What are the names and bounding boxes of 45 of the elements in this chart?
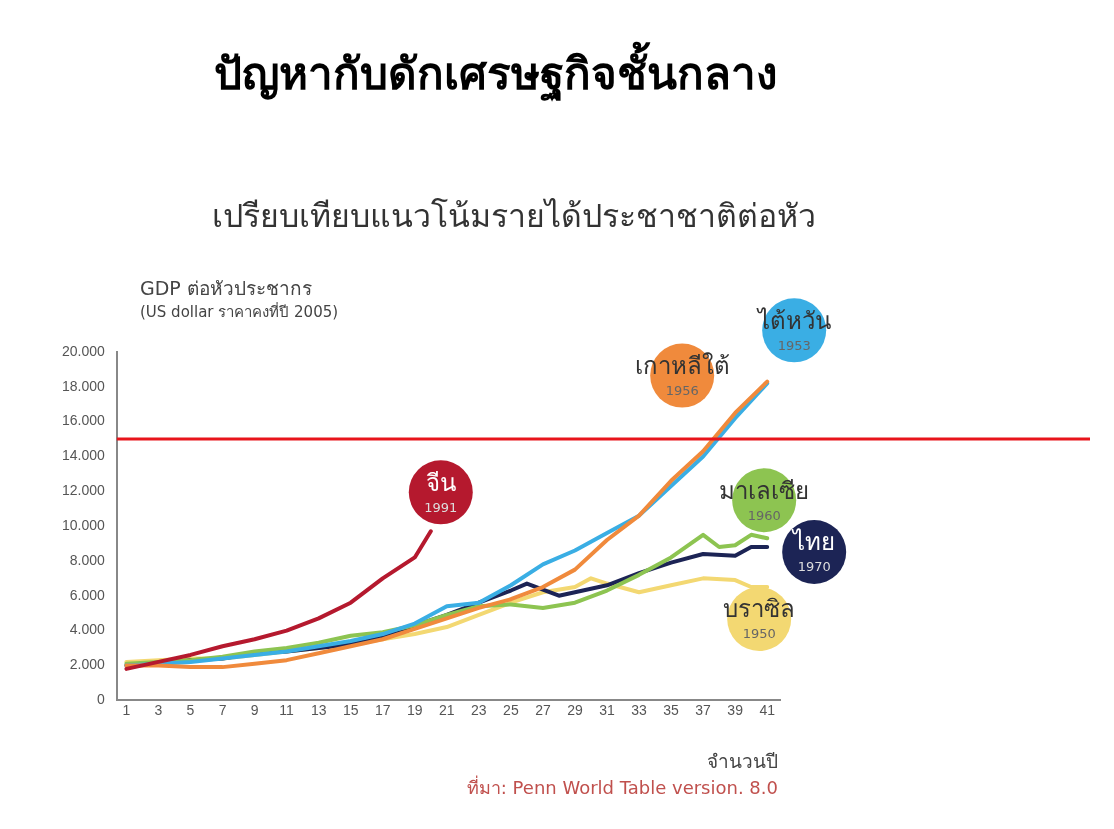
annotation: 1960: [747, 507, 781, 523]
chart-title: ปัญหากับดักเศรษฐกิจชั้นกลาง: [212, 40, 778, 103]
x-tick-label: 7: [218, 702, 227, 719]
annotation: 1953: [777, 337, 811, 353]
y-tick-label: 10.000: [61, 516, 106, 533]
x-tick-label: 37: [695, 702, 712, 719]
x-tick-label: 1: [122, 702, 131, 719]
series-label: จีน: [425, 468, 456, 497]
x-tick-label: 41: [759, 702, 776, 719]
annotation: 1991: [424, 499, 458, 515]
y-tick-label: 12.000: [61, 482, 106, 499]
x-tick-label: 29: [567, 702, 583, 719]
x-tick-label: 11: [279, 702, 295, 719]
y-axis-title: GDP ต่อหัวประชากร (US dollar ราคาคงที่ปี 2005): [140, 277, 339, 321]
y-tick-label: 4.000: [69, 621, 106, 638]
x-tick-label: 15: [342, 702, 359, 719]
annotation: 1950: [742, 626, 776, 642]
y-tick-label: 20.000: [61, 342, 106, 359]
y-tick-label: 6.000: [69, 586, 106, 603]
y-tick-label: 14.000: [61, 447, 106, 464]
x-tick-label: 5: [186, 702, 195, 719]
x-tick-label: 39: [727, 702, 744, 719]
series-label: ไทย: [791, 528, 836, 557]
x-tick-label: 17: [374, 702, 391, 719]
x-tick-label: 19: [406, 702, 423, 719]
x-tick-label: 21: [439, 702, 455, 719]
x-axis-title: จำนวนปี: [707, 750, 778, 773]
x-tick-label: 9: [250, 702, 259, 719]
annotation: 1956: [665, 382, 699, 398]
text: 1970: [797, 559, 831, 575]
y-tick-label: 2.000: [69, 656, 106, 673]
x-tick-label: 35: [663, 702, 680, 719]
x-tick-label: 13: [310, 702, 327, 719]
y-tick-label: 0: [97, 691, 106, 708]
x-tick-label: 27: [535, 702, 551, 719]
y-tick-label: 8.000: [69, 551, 106, 568]
chart-subtitle: เปรียบเทียบแนวโน้มรายได้ประชาชาติต่อหัว: [212, 196, 816, 237]
x-tick-label: 33: [631, 702, 648, 719]
x-tick-label: 23: [471, 702, 487, 719]
text: ที่มา: Penn World Table version. 8.0: [466, 775, 778, 799]
x-tick-label: 3: [154, 702, 163, 719]
y-tick-label: 16.000: [61, 412, 106, 429]
x-tick-label: 25: [503, 702, 519, 719]
x-tick-label: 31: [599, 702, 615, 719]
y-tick-label: 18.000: [61, 377, 106, 394]
